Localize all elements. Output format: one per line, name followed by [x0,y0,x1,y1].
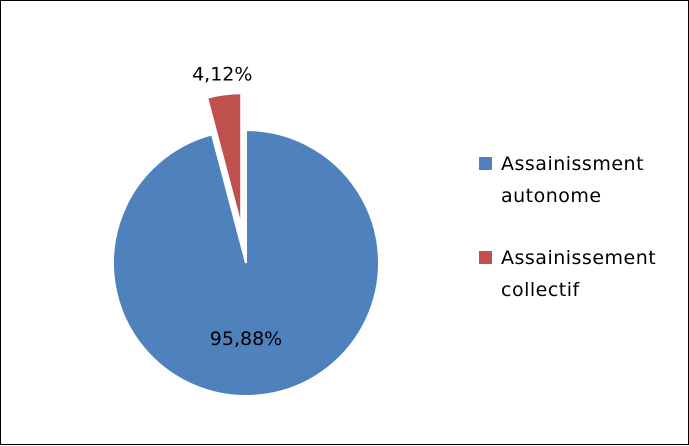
legend-item-collectif: Assainissement collectif [479,242,679,306]
legend: Assainissment autonome Assainissement co… [479,148,679,306]
pie-slice-collectif [205,92,243,227]
legend-label-collectif-line1: Assainissement [501,247,657,269]
legend-swatch-autonome [479,157,492,170]
legend-swatch-collectif [479,251,492,264]
legend-label-autonome-line1: Assainissment [501,153,645,175]
legend-label-autonome-line2: autonome [501,185,602,207]
data-label-autonome: 95,88% [210,328,282,350]
pie-slice-autonome [112,128,380,397]
legend-label-collectif-line2: collectif [501,279,580,301]
legend-item-autonome: Assainissment autonome [479,148,679,212]
data-label-collectif: 4,12% [192,64,252,86]
